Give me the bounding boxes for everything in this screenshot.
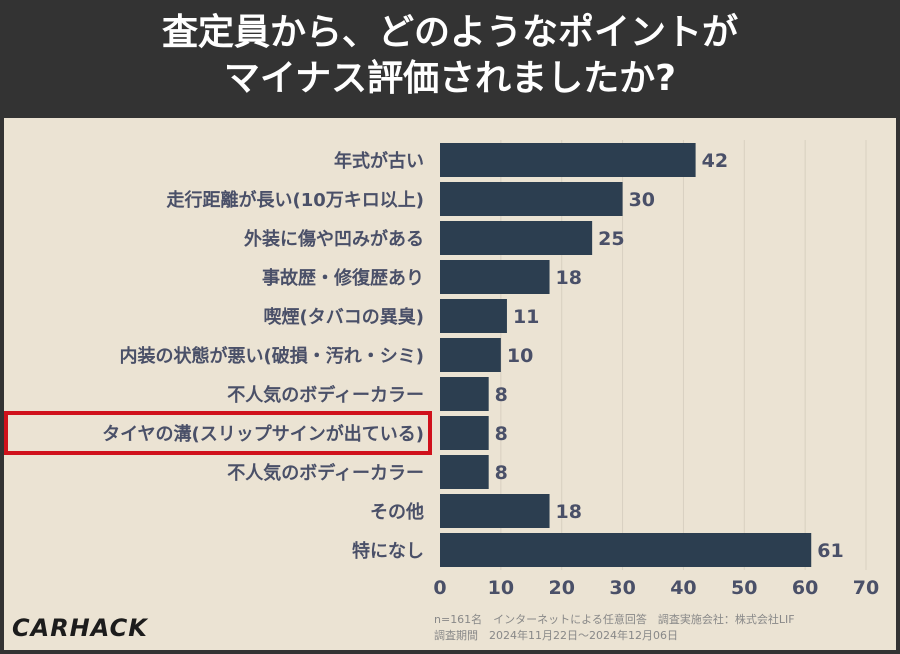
data-label: 11 — [513, 306, 539, 328]
x-tick-label: 0 — [433, 577, 446, 599]
x-tick-label: 30 — [609, 577, 635, 599]
category-label: 内装の状態が悪い(破損・汚れ・シミ) — [120, 345, 424, 367]
bar — [440, 260, 550, 294]
bar — [440, 455, 489, 489]
category-label: 走行距離が長い(10万キロ以上) — [166, 189, 424, 211]
category-label: 不人気のボディーカラー — [227, 462, 424, 484]
bar — [440, 377, 489, 411]
footnote-line-1: n=161名 インターネットによる任意回答 調査実施会社：株式会社LIF — [434, 613, 795, 626]
footnote-line-2: 調査期間 2024年11月22日〜2024年12月06日 — [434, 629, 678, 642]
chart-title: 査定員から、どのようなポイントが マイナス評価されましたか? — [0, 0, 900, 118]
title-line-2: マイナス評価されましたか? — [223, 58, 677, 99]
category-label: 喫煙(タバコの異臭) — [264, 306, 424, 328]
data-label: 8 — [495, 462, 508, 484]
x-tick-label: 70 — [853, 577, 879, 599]
bar — [440, 143, 696, 177]
data-label: 61 — [817, 540, 843, 562]
bar — [440, 533, 812, 567]
bar — [440, 299, 507, 333]
data-label: 25 — [598, 228, 624, 250]
highlight-box — [4, 411, 432, 455]
data-label: 18 — [556, 267, 582, 289]
data-label: 30 — [629, 189, 655, 211]
x-tick-label: 10 — [488, 577, 514, 599]
footnote: n=161名 インターネットによる任意回答 調査実施会社：株式会社LIF 調査期… — [434, 612, 795, 644]
data-label: 8 — [495, 423, 508, 445]
x-tick-label: 60 — [792, 577, 818, 599]
category-label: タイヤの溝(スリップサインが出ている) — [102, 423, 424, 445]
category-label: 不人気のボディーカラー — [227, 384, 424, 406]
category-label: 特になし — [352, 540, 424, 562]
x-tick-label: 50 — [731, 577, 757, 599]
category-label: 外装に傷や凹みがある — [244, 228, 424, 250]
title-line-1: 査定員から、どのようなポイントが — [161, 12, 738, 53]
category-label: 年式が古い — [334, 150, 424, 172]
bar — [440, 416, 489, 450]
category-label: 事故歴・修復歴あり — [262, 267, 424, 289]
data-label: 8 — [495, 384, 508, 406]
bar — [440, 338, 501, 372]
bar — [440, 494, 550, 528]
bar — [440, 182, 623, 216]
category-label: その他 — [370, 501, 424, 523]
x-tick-label: 40 — [670, 577, 696, 599]
data-label: 42 — [702, 150, 728, 172]
data-label: 10 — [507, 345, 533, 367]
data-label: 18 — [556, 501, 582, 523]
carhack-logo: CARHACK — [12, 614, 148, 642]
x-tick-label: 20 — [548, 577, 574, 599]
bar — [440, 221, 593, 255]
